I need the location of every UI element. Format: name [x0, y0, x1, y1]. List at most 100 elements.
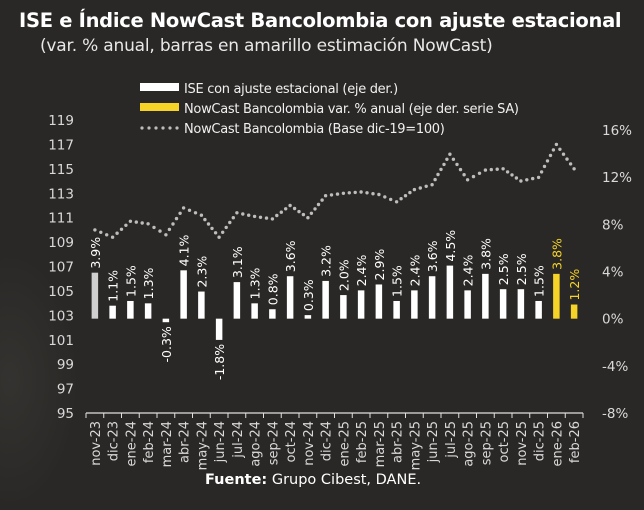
index-line-dot — [548, 153, 553, 158]
left-axis-tick: 111 — [48, 211, 74, 227]
ise-bar-label: 1.3% — [248, 267, 263, 299]
index-line-dot — [235, 211, 239, 215]
left-axis-tick: 101 — [48, 333, 74, 349]
ise-bar — [446, 265, 454, 319]
ise-bar — [304, 315, 312, 319]
index-line-dot — [539, 170, 544, 174]
x-axis-label: dic-25 — [533, 421, 548, 461]
index-line-dot — [471, 174, 476, 179]
ise-bar — [180, 270, 187, 319]
index-line-dot — [301, 212, 306, 217]
ise-bar — [198, 291, 205, 319]
index-line-dot — [408, 190, 412, 195]
ise-bar — [109, 305, 116, 319]
ise-bar-label: 2.9% — [372, 249, 387, 281]
left-axis-tick: 119 — [48, 113, 74, 129]
x-axis-label: nov-23 — [89, 421, 104, 466]
ise-bar-label: 2.4% — [407, 254, 422, 286]
index-line-dot — [241, 212, 245, 216]
ise-bar — [286, 276, 294, 319]
ise-bar — [517, 289, 525, 319]
ise-bar — [357, 290, 365, 319]
index-line-dot — [568, 162, 573, 166]
x-axis-label: jul-24 — [231, 421, 246, 459]
index-line-dot — [412, 187, 417, 192]
ise-bar-label: 3.8% — [478, 238, 493, 270]
index-line-dot — [531, 176, 535, 181]
index-line-dot — [371, 192, 375, 196]
ise-bar — [482, 273, 489, 319]
index-line-dot — [203, 217, 207, 222]
index-line-dot — [353, 190, 357, 195]
ise-bar — [91, 272, 99, 319]
index-line-dot — [210, 226, 214, 231]
index-line-dot — [284, 207, 288, 211]
ise-bar-label: 4.5% — [443, 230, 458, 262]
index-line-dot — [292, 206, 297, 211]
ise-bar — [393, 300, 400, 319]
ise-bar — [127, 300, 134, 319]
ise-bar-label: 1.5% — [532, 265, 547, 297]
x-axis-label: ene-24 — [124, 421, 139, 466]
ise-bar — [215, 318, 223, 340]
x-axis-label: feb-25 — [355, 421, 370, 463]
index-line-dot — [252, 214, 257, 219]
legend-label: NowCast Bancolombia var. % anual (eje de… — [184, 102, 519, 117]
left-axis-tick: 109 — [48, 235, 74, 251]
index-line-dot — [383, 195, 387, 199]
index-line-dot — [105, 233, 109, 237]
left-axis-tick: 113 — [48, 186, 74, 202]
x-axis-label: nov-25 — [515, 421, 530, 466]
index-line-dot — [110, 235, 115, 239]
index-line-dot — [270, 217, 275, 221]
legend-label: NowCast Bancolombia (Base dic-19=100) — [184, 122, 445, 137]
source-text: Grupo Cibest, DANE. — [267, 472, 422, 488]
index-line-dot — [495, 167, 499, 171]
index-line-dot — [558, 147, 562, 151]
index-line-dot — [199, 213, 204, 217]
ise-bar-label: 3.2% — [319, 245, 334, 277]
background-vignette — [0, 250, 80, 510]
index-line-dot — [178, 211, 182, 215]
left-axis-tick: 115 — [48, 162, 74, 178]
left-axis-tick: 117 — [48, 137, 74, 153]
index-line-dot — [489, 167, 493, 172]
source-footer: Fuente: Grupo Cibest, DANE. — [205, 472, 421, 488]
index-line-dot — [455, 162, 459, 167]
ise-bar — [233, 282, 241, 319]
index-line-dot — [217, 235, 221, 239]
ise-bar-label: -1.8% — [212, 344, 227, 380]
ise-bar-label: 3.6% — [425, 240, 440, 272]
index-line-dot — [316, 202, 321, 207]
index-line-dot — [247, 213, 251, 217]
index-line-dot — [275, 213, 279, 218]
right-axis-tick: -4% — [602, 359, 628, 375]
index-line-dot — [365, 191, 369, 195]
index-line-dot — [213, 231, 218, 235]
right-axis-tick: 16% — [602, 123, 632, 139]
index-line-dot — [158, 229, 162, 233]
index-line-dot — [510, 173, 514, 177]
legend-swatch-index-line — [161, 126, 165, 130]
index-line-dot — [323, 194, 328, 198]
nowcast-bar-label: 3.8% — [549, 238, 564, 270]
ise-bar-label: 2.4% — [354, 254, 369, 286]
ise-bar — [144, 303, 152, 319]
ise-bar-label: 1.5% — [123, 265, 138, 297]
index-line-dot — [442, 162, 446, 167]
index-line-dot — [164, 233, 168, 237]
index-line-dot — [335, 192, 340, 196]
left-axis-tick: 105 — [48, 284, 74, 300]
index-line-dot — [403, 194, 408, 198]
x-axis-label: dic-24 — [320, 421, 335, 461]
index-line-dot — [389, 197, 393, 202]
index-line-dot — [439, 167, 443, 172]
index-line-dot — [501, 167, 505, 171]
ise-bar — [251, 303, 258, 319]
index-line-dot — [306, 216, 310, 220]
ise-bar-label: 3.9% — [88, 237, 103, 269]
chart-area: ISE con ajuste estacional (eje der.) NowC… — [48, 82, 632, 470]
index-line-dot — [519, 179, 523, 183]
index-line-dot — [561, 152, 566, 156]
index-line-dot — [458, 167, 463, 172]
